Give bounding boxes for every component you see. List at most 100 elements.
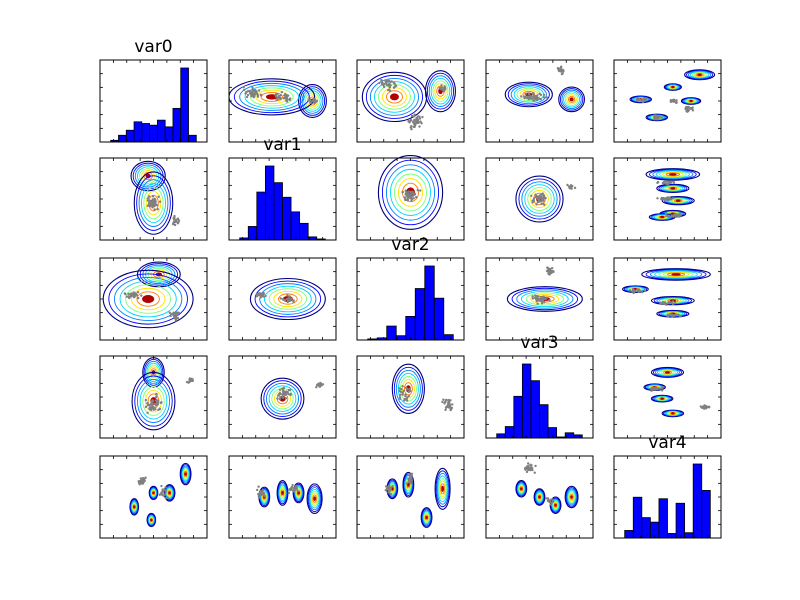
density-contour	[666, 186, 680, 191]
histogram-bar	[141, 123, 151, 143]
scatter-point	[146, 401, 149, 405]
density-contour	[521, 181, 558, 217]
scatter-point	[450, 406, 454, 410]
density-contour	[398, 178, 423, 207]
density-contour	[294, 485, 304, 501]
density-contour	[130, 287, 166, 311]
density-contour	[653, 367, 682, 378]
scatter-point	[566, 183, 569, 187]
scatter-point	[665, 212, 668, 215]
scatter-point	[153, 208, 156, 211]
density-contour	[662, 271, 690, 278]
density-contour	[167, 489, 173, 497]
scatter-point	[649, 387, 652, 390]
scatter-point	[447, 398, 450, 402]
scatter-point	[251, 89, 255, 92]
density-contour	[530, 293, 560, 305]
density-contour	[125, 284, 172, 314]
density-contour	[132, 505, 136, 509]
scatter-point	[655, 386, 658, 390]
density-contour	[403, 473, 414, 496]
density-contour	[659, 171, 687, 178]
scatter-point	[413, 113, 416, 116]
scatter-point	[672, 196, 675, 200]
density-contour	[658, 184, 688, 193]
histogram-bar	[433, 297, 445, 341]
scatter-point	[286, 94, 289, 97]
scatter-point	[172, 217, 176, 220]
scatter-point	[540, 202, 543, 206]
scatter-point	[189, 379, 192, 382]
density-contour	[142, 386, 165, 416]
scatter-point	[547, 267, 550, 270]
scatter-point	[674, 214, 677, 218]
scatter-point	[526, 462, 530, 465]
density-contour	[561, 89, 582, 110]
scatter-point	[261, 489, 264, 493]
scatter-point	[140, 294, 143, 297]
density-contour	[142, 294, 155, 304]
density-contour	[669, 173, 677, 176]
density-contour	[567, 491, 576, 503]
panel-var1-vs-var3	[485, 157, 594, 241]
histogram-bar	[299, 222, 309, 241]
scatter-point	[538, 92, 541, 96]
density-contour	[536, 492, 543, 502]
density-contour	[296, 488, 302, 498]
histogram-bar	[172, 107, 182, 143]
scatter-point	[158, 493, 161, 496]
density-contour	[150, 489, 157, 497]
scatter-point	[309, 101, 313, 105]
density-contour	[438, 478, 447, 500]
scatter-point	[656, 197, 659, 200]
scatter-point	[160, 492, 163, 495]
scatter-point	[536, 94, 539, 97]
scatter-point	[534, 294, 537, 297]
scatter-point	[548, 269, 552, 273]
scatter-point	[531, 201, 534, 204]
scatter-point	[523, 95, 526, 98]
scatter-point	[185, 380, 189, 384]
scatter-point	[404, 193, 407, 196]
scatter-point	[292, 487, 296, 490]
scatter-point	[666, 196, 669, 199]
scatter-point	[157, 195, 160, 198]
scatter-point	[640, 290, 644, 294]
scatter-point	[412, 125, 415, 129]
density-contour	[424, 514, 429, 521]
density-contour	[435, 470, 450, 508]
density-contour	[136, 175, 171, 231]
density-contour	[249, 277, 326, 321]
scatter-point	[389, 487, 393, 491]
density-contour	[143, 359, 164, 386]
scatter-point	[286, 294, 289, 297]
scatter-point	[550, 269, 554, 273]
density-contour	[662, 185, 684, 192]
scatter-point	[542, 195, 545, 199]
density-contour	[658, 271, 694, 278]
scatter-point	[419, 189, 422, 192]
panel-var4-vs-var4: var4	[613, 433, 722, 539]
density-contour	[180, 464, 191, 484]
scatter-point	[532, 197, 536, 200]
scatter-point	[401, 385, 404, 388]
scatter-point	[534, 193, 537, 196]
panel-var0-vs-var0: var0	[99, 37, 208, 143]
scatter-point	[286, 391, 289, 394]
scatter-point	[541, 298, 545, 302]
scatter-point	[560, 69, 563, 72]
scatter-point	[401, 190, 404, 194]
density-contour	[650, 366, 685, 378]
density-contour	[652, 169, 694, 180]
histogram-bar	[632, 496, 643, 539]
scatter-point	[313, 101, 316, 105]
variable-label: var1	[263, 135, 301, 155]
scatter-point	[387, 491, 390, 494]
scatter-point	[671, 314, 674, 317]
scatter-point	[257, 485, 260, 488]
scatter-point	[386, 487, 390, 491]
panel-var1-vs-var4	[613, 157, 722, 241]
density-contour	[655, 368, 680, 377]
scatter-point	[545, 497, 548, 500]
scatter-point	[406, 197, 409, 200]
